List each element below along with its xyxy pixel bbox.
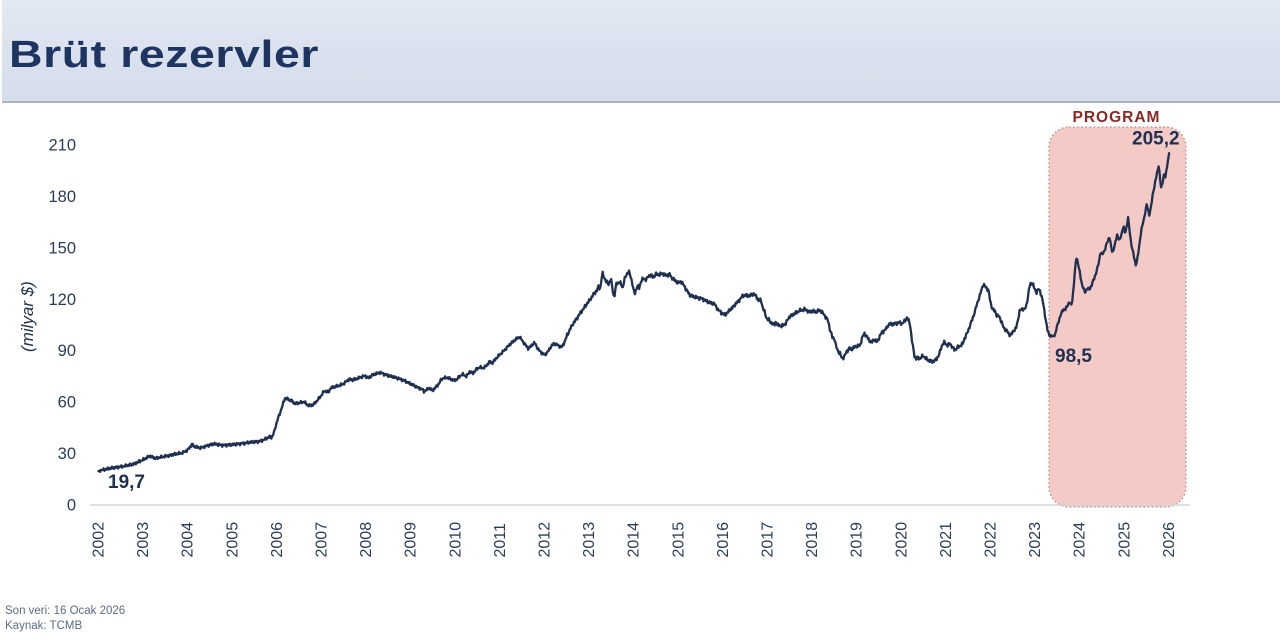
svg-text:2024: 2024 (1072, 522, 1089, 558)
svg-text:120: 120 (48, 291, 76, 309)
svg-text:150: 150 (48, 239, 76, 257)
svg-text:PROGRAM: PROGRAM (1073, 109, 1161, 126)
svg-text:2006: 2006 (269, 522, 286, 558)
svg-text:2014: 2014 (626, 522, 643, 558)
svg-text:2016: 2016 (715, 522, 732, 558)
svg-text:2002: 2002 (91, 522, 108, 558)
svg-text:2022: 2022 (983, 522, 1000, 558)
svg-text:90: 90 (58, 342, 76, 360)
svg-text:0: 0 (67, 497, 76, 515)
svg-text:2019: 2019 (849, 522, 866, 558)
svg-text:30: 30 (58, 445, 76, 463)
svg-text:2009: 2009 (403, 522, 420, 558)
svg-text:2010: 2010 (447, 522, 464, 558)
svg-text:2012: 2012 (537, 522, 554, 558)
svg-text:19,7: 19,7 (108, 472, 145, 493)
svg-text:(milyar $): (milyar $) (18, 281, 37, 352)
svg-text:2017: 2017 (760, 522, 777, 558)
svg-text:2011: 2011 (492, 523, 509, 558)
svg-text:2021: 2021 (938, 522, 955, 558)
svg-text:2018: 2018 (804, 522, 821, 558)
svg-text:180: 180 (48, 188, 76, 206)
svg-text:2025: 2025 (1116, 522, 1133, 558)
svg-text:98,5: 98,5 (1055, 346, 1092, 367)
svg-text:2007: 2007 (314, 522, 331, 558)
svg-text:2026: 2026 (1161, 522, 1178, 558)
svg-text:2015: 2015 (670, 522, 687, 558)
svg-text:2004: 2004 (180, 522, 197, 558)
svg-text:205,2: 205,2 (1132, 129, 1180, 150)
svg-text:2023: 2023 (1027, 522, 1044, 558)
svg-text:2003: 2003 (135, 522, 152, 558)
svg-text:2013: 2013 (581, 522, 598, 558)
svg-text:2008: 2008 (358, 522, 375, 558)
svg-text:60: 60 (58, 394, 76, 412)
svg-text:2005: 2005 (224, 522, 241, 558)
svg-text:210: 210 (48, 137, 76, 155)
svg-text:2020: 2020 (893, 522, 910, 558)
